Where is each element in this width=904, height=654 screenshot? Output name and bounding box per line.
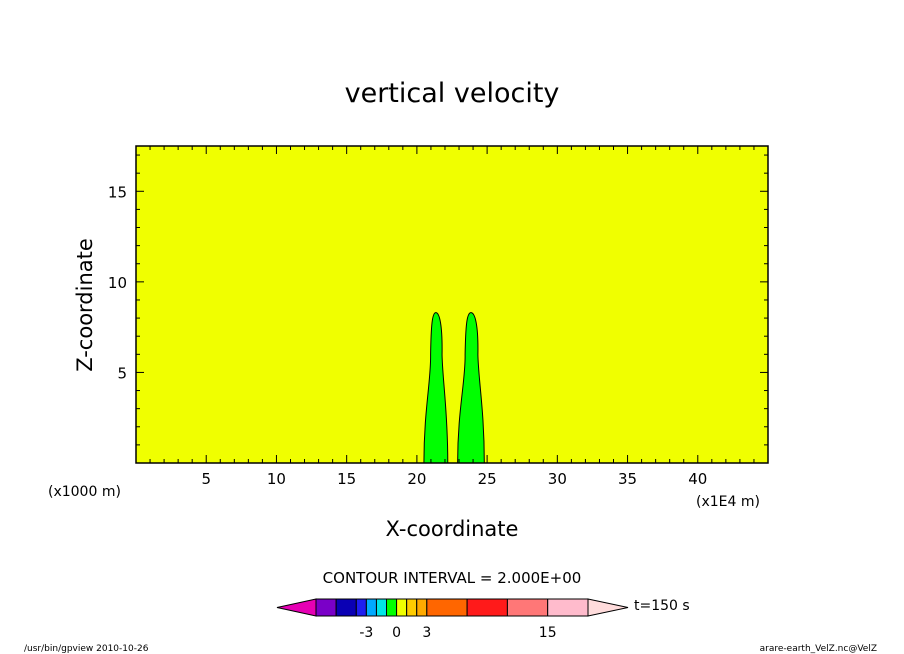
updraft-right [457,312,485,464]
colorbar-max-arrow [587,598,629,617]
colorbar-swatch [396,598,408,617]
axis-ticks: 5 10 15 20 25 30 35 40 5 10 15 [108,146,769,488]
x-axis-label: X-coordinate [386,517,519,541]
colorbar-swatch [355,598,367,617]
x-scale-note: (x1E4 m) [696,494,760,510]
colorbar-swatch [416,598,428,617]
x-tick-label: 35 [618,470,637,488]
x-tick-label: 40 [688,470,707,488]
colorbar-min-arrow [276,598,317,617]
colorbar-tick-label: 15 [539,625,557,641]
updraft-left [423,312,449,464]
colorbar-swatch [406,598,418,617]
x-tick-label: 20 [407,470,426,488]
chart-title: vertical velocity [345,78,560,109]
x-tick-label: 25 [478,470,497,488]
colorbar: -3 0 3 15 [276,598,629,641]
colorbar-swatch [506,598,549,617]
x-tick-label: 10 [267,470,286,488]
colorbar-swatch [547,598,589,617]
x-tick-label: 15 [337,470,356,488]
x-unit-note: (x1000 m) [48,484,121,500]
x-tick-label: 5 [201,470,211,488]
time-label: t=150 s [634,598,690,614]
plot-area-background [136,146,768,463]
colorbar-swatch [386,598,398,617]
footer-right: arare-earth_VelZ.nc@VelZ [760,644,877,654]
colorbar-swatch [335,598,357,617]
x-tick-label: 30 [548,470,567,488]
colorbar-swatch [426,598,468,617]
plot-frame [135,145,769,464]
y-tick-label: 15 [108,183,127,201]
colorbar-swatch [315,598,337,617]
y-tick-label: 10 [108,274,127,292]
y-tick-label: 5 [117,364,127,382]
colorbar-tick-label: -3 [359,625,373,641]
colorbar-swatch [365,598,377,617]
colorbar-tick-label: 0 [392,625,401,641]
contour-interval-label: CONTOUR INTERVAL = 2.000E+00 [323,569,582,587]
colorbar-swatch [466,598,508,617]
colorbar-swatch [375,598,388,617]
footer-left: /usr/bin/gpview 2010-10-26 [24,644,149,654]
colorbar-tick-label: 3 [422,625,431,641]
y-axis-label: Z-coordinate [73,238,97,372]
contour-features [423,312,485,464]
